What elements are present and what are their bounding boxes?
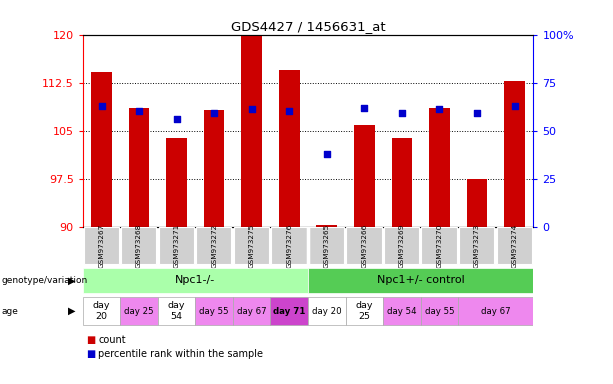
Bar: [242, 35, 262, 227]
Text: day 55: day 55: [199, 306, 229, 316]
Point: [284, 108, 294, 114]
Bar: [458, 296, 533, 326]
Text: ▶: ▶: [68, 306, 75, 316]
Bar: [83, 268, 308, 293]
Text: day 20: day 20: [312, 306, 341, 316]
Title: GDS4427 / 1456631_at: GDS4427 / 1456631_at: [230, 20, 386, 33]
Text: ■: ■: [86, 335, 95, 345]
Bar: [120, 296, 158, 326]
Bar: [159, 227, 194, 264]
Text: GSM973271: GSM973271: [173, 223, 180, 268]
Bar: [346, 296, 383, 326]
Text: day 25: day 25: [124, 306, 154, 316]
Point: [97, 103, 107, 109]
Text: GSM973272: GSM973272: [211, 223, 217, 268]
Text: ■: ■: [86, 349, 95, 359]
Text: count: count: [98, 335, 126, 345]
Bar: [158, 296, 196, 326]
Bar: [196, 227, 232, 264]
Bar: [421, 227, 457, 264]
Text: genotype/variation: genotype/variation: [1, 276, 88, 285]
Bar: [309, 227, 344, 264]
Text: day 55: day 55: [425, 306, 454, 316]
Bar: [466, 179, 487, 227]
Bar: [270, 296, 308, 326]
Text: GSM973267: GSM973267: [99, 223, 105, 268]
Bar: [204, 110, 224, 227]
Text: GSM973268: GSM973268: [136, 223, 142, 268]
Text: day
54: day 54: [168, 301, 185, 321]
Bar: [383, 296, 421, 326]
Text: ▶: ▶: [68, 275, 75, 285]
Text: day
20: day 20: [93, 301, 110, 321]
Text: day
25: day 25: [356, 301, 373, 321]
Text: day 71: day 71: [273, 306, 305, 316]
Bar: [83, 227, 119, 264]
Bar: [316, 225, 337, 227]
Bar: [504, 81, 525, 227]
Text: percentile rank within the sample: percentile rank within the sample: [98, 349, 263, 359]
Bar: [429, 108, 450, 227]
Text: GSM973270: GSM973270: [436, 223, 443, 268]
Text: GSM973275: GSM973275: [249, 223, 255, 268]
Bar: [392, 138, 412, 227]
Bar: [279, 70, 300, 227]
Text: age: age: [1, 306, 18, 316]
Point: [435, 106, 444, 113]
Text: GSM973276: GSM973276: [286, 223, 292, 268]
Bar: [83, 296, 120, 326]
Text: day 67: day 67: [237, 306, 267, 316]
Text: Npc1-/-: Npc1-/-: [175, 275, 216, 285]
Bar: [421, 296, 458, 326]
Text: Npc1+/- control: Npc1+/- control: [377, 275, 465, 285]
Bar: [497, 227, 532, 264]
Bar: [384, 227, 419, 264]
Bar: [308, 296, 346, 326]
Bar: [121, 227, 156, 264]
Bar: [354, 126, 375, 227]
Point: [472, 110, 482, 116]
Bar: [91, 72, 112, 227]
Text: GSM973265: GSM973265: [324, 223, 330, 268]
Point: [247, 106, 257, 113]
Text: GSM973273: GSM973273: [474, 223, 480, 268]
Bar: [166, 138, 187, 227]
Text: GSM973266: GSM973266: [361, 223, 367, 268]
Bar: [459, 227, 494, 264]
Bar: [271, 227, 306, 264]
Point: [397, 110, 407, 116]
Text: day 54: day 54: [387, 306, 417, 316]
Bar: [234, 227, 269, 264]
Bar: [308, 268, 533, 293]
Text: GSM973274: GSM973274: [511, 223, 517, 268]
Text: day 67: day 67: [481, 306, 511, 316]
Point: [509, 103, 519, 109]
Point: [359, 104, 369, 111]
Point: [322, 151, 332, 157]
Point: [172, 116, 181, 122]
Point: [209, 110, 219, 116]
Bar: [196, 296, 233, 326]
Bar: [233, 296, 270, 326]
Bar: [129, 108, 150, 227]
Point: [134, 108, 144, 114]
Bar: [346, 227, 382, 264]
Text: GSM973269: GSM973269: [399, 223, 405, 268]
